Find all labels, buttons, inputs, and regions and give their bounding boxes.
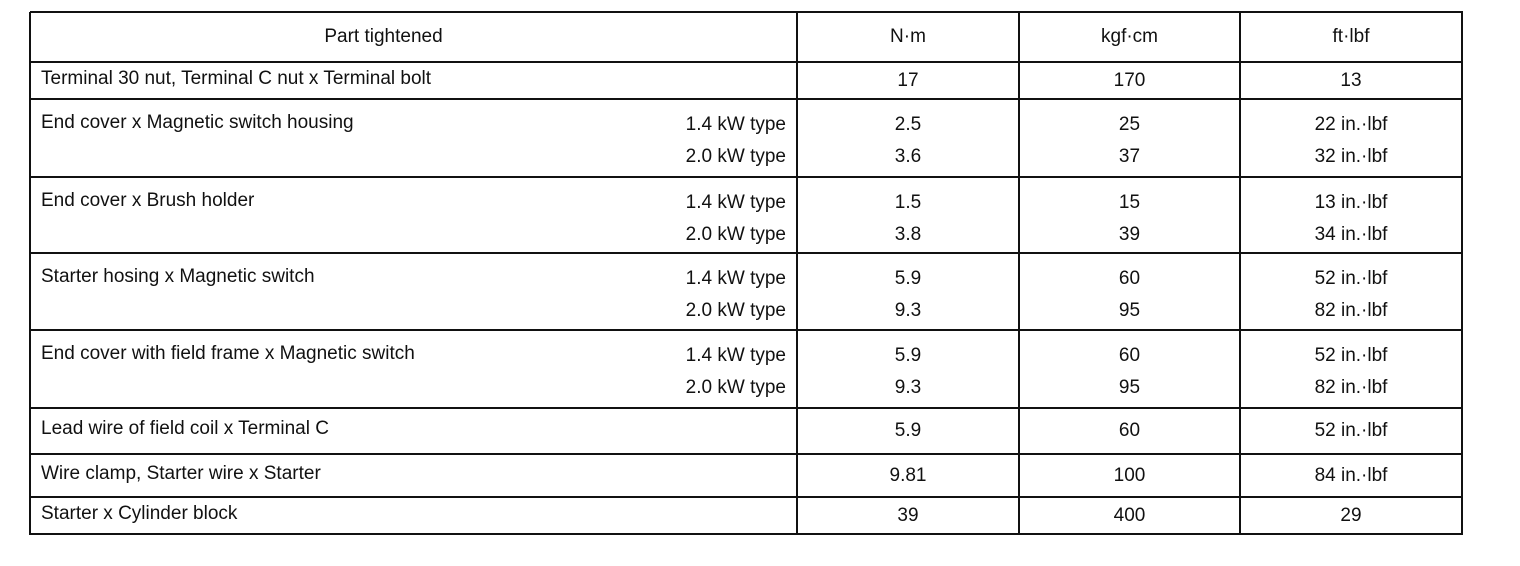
part-name: End cover with field frame x Magnetic sw… [41,343,415,364]
ft-value: 52 in.·lbf [1314,345,1388,366]
kgf-value: 400 [1113,504,1146,526]
part-name: Terminal 30 nut, Terminal C nut x Termin… [41,67,432,89]
column-border [29,12,31,535]
kgf-value: 170 [1113,69,1146,91]
part-name: Starter hosing x Magnetic switch [41,266,315,287]
row-border [30,61,1463,63]
row-border [30,453,1463,455]
nm-value: 3.8 [894,224,922,245]
nm-value: 9.3 [894,377,922,398]
ft-value: 13 [1340,69,1362,91]
nm-value: 5.9 [894,420,922,441]
header-cell: kgf·cm [1101,26,1158,47]
column-border [1018,12,1020,535]
part-name: End cover x Brush holder [41,190,255,211]
nm-value: 5.9 [894,345,922,366]
row-border [30,533,1463,535]
type-label: 2.0 kW type [685,146,786,167]
ft-value: 52 in.·lbf [1314,268,1388,289]
header-cell: N·m [890,26,926,47]
type-label: 2.0 kW type [685,300,786,321]
row-border [30,176,1463,178]
header-cell: ft·lbf [1332,26,1370,47]
kgf-value: 60 [1118,268,1141,289]
kgf-value: 95 [1118,300,1141,321]
ft-value: 22 in.·lbf [1314,114,1388,135]
ft-value: 29 [1340,504,1362,526]
ft-value: 34 in.·lbf [1314,224,1388,245]
kgf-value: 37 [1118,146,1141,167]
row-border [30,98,1463,100]
nm-value: 9.81 [889,464,927,486]
type-label: 2.0 kW type [685,377,786,398]
part-name: End cover x Magnetic switch housing [41,112,354,133]
row-border [30,11,1463,13]
ft-value: 13 in.·lbf [1314,192,1388,213]
part-name: Lead wire of field coil x Terminal C [41,418,329,439]
ft-value: 84 in.·lbf [1314,464,1388,486]
part-name: Wire clamp, Starter wire x Starter [41,462,321,484]
row-border [30,407,1463,409]
kgf-value: 60 [1118,420,1141,441]
kgf-value: 95 [1118,377,1141,398]
kgf-value: 15 [1118,192,1141,213]
kgf-value: 100 [1113,464,1146,486]
kgf-value: 60 [1118,345,1141,366]
nm-value: 3.6 [894,146,922,167]
type-label: 1.4 kW type [685,345,786,366]
nm-value: 1.5 [894,192,922,213]
ft-value: 82 in.·lbf [1314,377,1388,398]
row-border [30,329,1463,331]
part-name: Starter x Cylinder block [41,502,238,524]
column-border [1239,12,1241,535]
ft-value: 82 in.·lbf [1314,300,1388,321]
kgf-value: 39 [1118,224,1141,245]
kgf-value: 25 [1118,114,1141,135]
nm-value: 9.3 [894,300,922,321]
type-label: 1.4 kW type [685,268,786,289]
nm-value: 17 [897,69,919,91]
header-cell: Part tightened [324,26,443,47]
ft-value: 32 in.·lbf [1314,146,1388,167]
nm-value: 5.9 [894,268,922,289]
column-border [1461,12,1463,535]
row-border [30,496,1463,498]
column-border [796,12,798,535]
row-border [30,252,1463,254]
ft-value: 52 in.·lbf [1314,420,1388,441]
nm-value: 39 [897,504,919,526]
type-label: 2.0 kW type [685,224,786,245]
nm-value: 2.5 [894,114,922,135]
type-label: 1.4 kW type [685,192,786,213]
type-label: 1.4 kW type [685,114,786,135]
